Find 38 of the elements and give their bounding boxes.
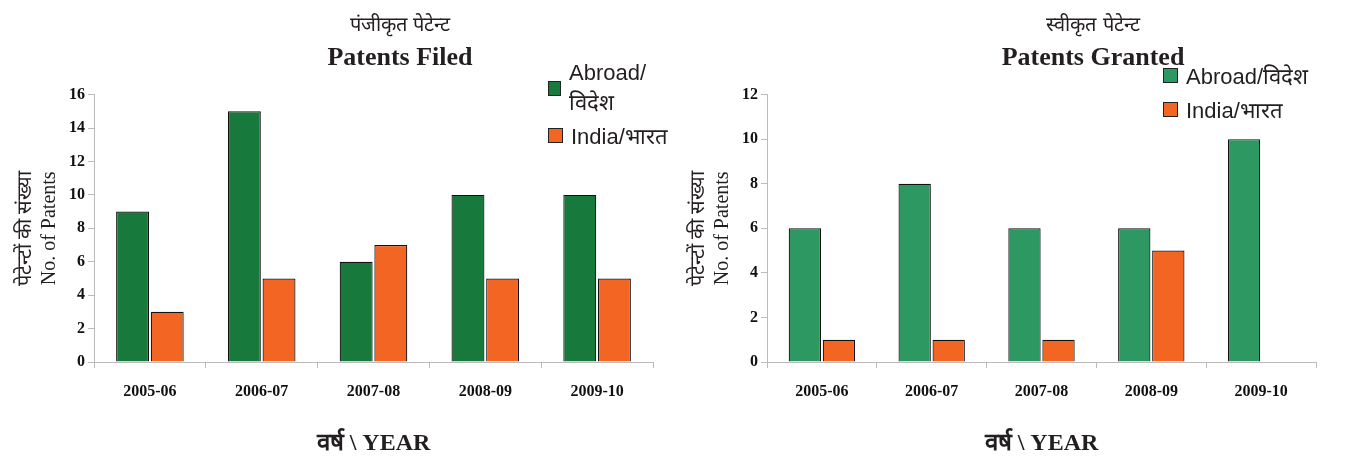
x-tick-label: 2006-07 (235, 381, 289, 399)
chart-title: Patents Filed (327, 42, 473, 71)
y-tick-label: 6 (750, 218, 758, 236)
legend-label: India/भारत (571, 123, 668, 150)
y-tick-label: 8 (750, 173, 758, 191)
y-tick-label: 10 (742, 129, 758, 147)
y-tick-label: 8 (77, 218, 85, 236)
x-tick-label: 2005-06 (795, 381, 849, 399)
chart-subtitle: स्वीकृत पेटेन्ट (1045, 11, 1142, 37)
x-axis-title: वर्ष \ YEAR (315, 427, 431, 455)
y-axis-title: पेटेन्टों की संख्या No. of Patents (13, 169, 60, 286)
legend-label: Abroad/विदेश (569, 60, 648, 116)
y-tick-label: 16 (69, 84, 85, 102)
x-tick-label: 2005-06 (123, 381, 177, 399)
y-tick-label: 12 (742, 84, 758, 102)
x-tick-label: 2006-07 (905, 381, 959, 399)
y-tick-label: 2 (77, 318, 85, 336)
y-axis-title: पेटेन्टों की संख्या No. of Patents (686, 169, 733, 286)
legend-label: Abroad/विदेश (1186, 63, 1309, 90)
x-tick-label: 2007-08 (346, 381, 401, 399)
x-tick-label: 2009-10 (1234, 381, 1288, 399)
y-tick-label: 4 (77, 285, 85, 303)
y-tick-label: 0 (77, 352, 85, 370)
x-tick-label: 2008-09 (458, 381, 512, 399)
chart-subtitle: पंजीकृत पेटेन्ट (348, 11, 452, 37)
y-tick-label: 4 (750, 263, 758, 281)
y-tick-label: 12 (69, 151, 85, 169)
chart-title: Patents Granted (1001, 42, 1185, 71)
x-tick-label: 2007-08 (1014, 381, 1069, 399)
x-tick-label: 2008-09 (1124, 381, 1178, 399)
x-axis-title: वर्ष \ YEAR (983, 427, 1099, 455)
y-tick-label: 14 (69, 118, 85, 136)
legend-label: India/भारत (1186, 97, 1283, 124)
y-tick-label: 10 (69, 185, 85, 203)
y-tick-label: 6 (77, 251, 85, 269)
y-tick-label: 0 (750, 352, 758, 370)
x-tick-label: 2009-10 (570, 381, 624, 399)
y-tick-label: 2 (750, 307, 758, 325)
